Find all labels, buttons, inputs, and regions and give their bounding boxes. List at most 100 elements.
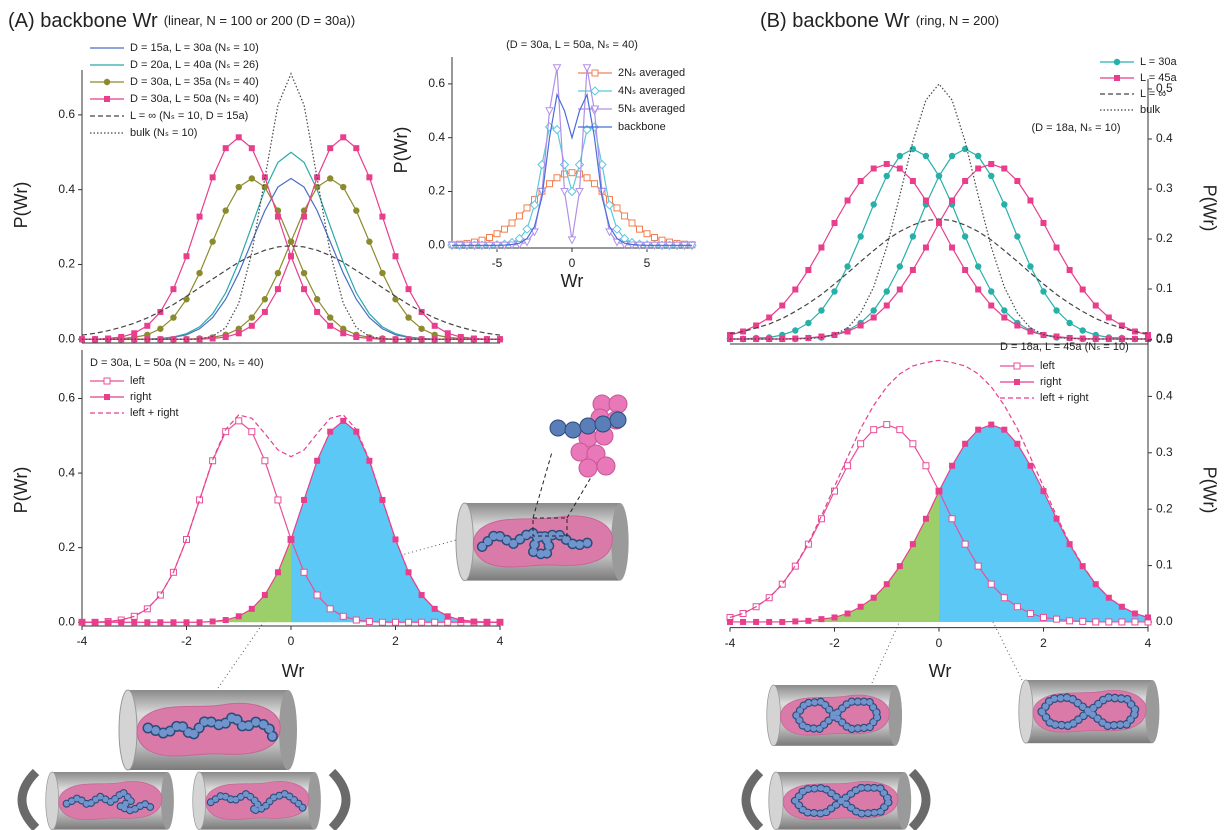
series-line bbox=[81, 245, 501, 336]
marker bbox=[553, 174, 561, 182]
marker bbox=[1066, 335, 1073, 341]
x-tick-label: -2 bbox=[181, 634, 192, 648]
y-tick-label: 0.2 bbox=[1156, 231, 1173, 245]
marker bbox=[949, 462, 956, 469]
marker bbox=[1053, 333, 1060, 340]
marker bbox=[529, 200, 540, 210]
marker bbox=[987, 580, 995, 588]
marker bbox=[431, 322, 438, 329]
marker bbox=[196, 496, 204, 504]
marker bbox=[962, 267, 969, 273]
marker bbox=[209, 238, 216, 245]
marker bbox=[936, 488, 942, 495]
marker bbox=[583, 174, 591, 182]
subtitle: (linear, N = 100 or 200 (D = 30a)) bbox=[164, 13, 356, 28]
marker bbox=[896, 563, 903, 570]
marker bbox=[1118, 336, 1125, 342]
marker bbox=[235, 183, 242, 191]
marker bbox=[831, 487, 838, 495]
marker bbox=[857, 322, 864, 329]
marker bbox=[301, 213, 308, 220]
marker bbox=[183, 336, 190, 343]
chart: 0.0 0.2 0.4 0.6 D = 15a, L = 30a (Nₛ = 10) D … bbox=[11, 42, 504, 345]
x-tick-label: 0 bbox=[288, 634, 295, 648]
y-tick-label: 0.2 bbox=[58, 257, 75, 271]
marker bbox=[300, 568, 308, 576]
legend-label: L = 45a bbox=[1140, 72, 1177, 84]
marker bbox=[1118, 322, 1125, 329]
marker bbox=[1001, 426, 1008, 433]
marker bbox=[1066, 267, 1073, 273]
zoom-line bbox=[532, 451, 553, 519]
cylinder bbox=[1018, 679, 1160, 744]
marker bbox=[636, 225, 643, 233]
marker bbox=[235, 613, 242, 620]
marker bbox=[818, 333, 825, 340]
marker bbox=[975, 165, 982, 172]
marker bbox=[486, 234, 493, 242]
legend-label: right bbox=[1040, 376, 1061, 388]
y-tick-label: 0.2 bbox=[1156, 501, 1173, 515]
y-tick-label: 0.0 bbox=[428, 237, 445, 251]
shaded-area bbox=[82, 539, 291, 623]
marker bbox=[353, 145, 360, 152]
marker bbox=[1014, 233, 1021, 240]
marker bbox=[1001, 165, 1008, 172]
marker bbox=[1118, 618, 1126, 626]
marker bbox=[131, 330, 138, 337]
annotation: (D = 30a, L = 50a, Nₛ = 40) bbox=[506, 39, 638, 51]
y-tick-label: 0.4 bbox=[1156, 131, 1173, 145]
marker bbox=[961, 540, 969, 548]
marker bbox=[353, 428, 360, 435]
marker bbox=[909, 145, 917, 153]
marker bbox=[353, 334, 360, 341]
x-tick-label: -4 bbox=[725, 636, 736, 650]
marker bbox=[582, 64, 592, 73]
marker bbox=[209, 174, 216, 181]
marker bbox=[974, 562, 982, 570]
marker bbox=[844, 610, 851, 617]
marker bbox=[818, 244, 825, 251]
marker bbox=[366, 174, 373, 181]
marker bbox=[183, 253, 190, 260]
legend-label: L = ∞ bbox=[1140, 88, 1166, 100]
illustrations bbox=[17, 394, 1160, 830]
marker bbox=[1026, 610, 1034, 618]
marker bbox=[314, 457, 321, 464]
marker bbox=[922, 244, 929, 251]
title: (B) backbone Wr bbox=[760, 10, 910, 32]
marker bbox=[740, 328, 747, 335]
marker bbox=[457, 617, 464, 624]
marker bbox=[1040, 220, 1047, 226]
marker bbox=[1066, 319, 1073, 327]
y-tick-label: 0.5 bbox=[1156, 81, 1173, 95]
marker bbox=[261, 174, 268, 181]
marker bbox=[1092, 581, 1099, 588]
marker bbox=[870, 201, 877, 208]
series-line bbox=[451, 172, 693, 246]
marker bbox=[379, 496, 386, 503]
marker bbox=[870, 165, 877, 172]
y-tick-label: 0.2 bbox=[428, 184, 445, 198]
marker bbox=[818, 307, 825, 314]
y-tick-label: 0.0 bbox=[58, 331, 75, 345]
marker bbox=[248, 175, 256, 182]
marker bbox=[261, 296, 269, 303]
marker bbox=[857, 603, 864, 610]
marker bbox=[261, 457, 269, 465]
legend-marker bbox=[590, 86, 600, 96]
marker bbox=[444, 330, 451, 337]
marker bbox=[613, 204, 621, 212]
marker bbox=[1066, 541, 1073, 548]
marker bbox=[418, 618, 426, 626]
marker bbox=[974, 263, 982, 270]
bracket bbox=[328, 768, 351, 830]
marker bbox=[753, 336, 760, 342]
y-axis-label: P(Wr) bbox=[391, 127, 411, 174]
marker bbox=[1013, 603, 1021, 611]
marker bbox=[936, 220, 942, 226]
marker bbox=[896, 165, 903, 172]
marker bbox=[326, 605, 334, 613]
marker bbox=[883, 581, 890, 588]
legend-label: bulk bbox=[1140, 104, 1161, 116]
